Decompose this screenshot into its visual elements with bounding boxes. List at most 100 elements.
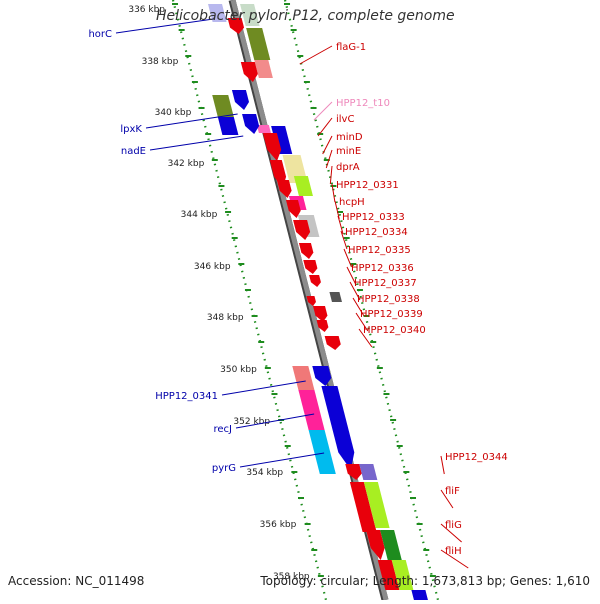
low-feature-3 — [363, 482, 390, 528]
low-feature-3-shape — [363, 482, 390, 528]
low-feature-6-shape — [377, 560, 400, 590]
right-feature-16-shape — [298, 243, 314, 259]
low-feature-1 — [359, 464, 378, 480]
left-feature-6 — [298, 390, 325, 430]
accession-text: Accession: NC_011498 — [8, 574, 145, 588]
right-feature-4 — [240, 62, 258, 82]
right-feature-23-shape — [324, 336, 341, 350]
page-title: Helicobacter pylori P12, complete genome — [156, 8, 455, 24]
gene-label: HPP12_t10 — [336, 98, 390, 109]
gene-leader-line — [355, 312, 369, 332]
gene-leader-line — [221, 380, 306, 396]
gene-leader-line — [317, 117, 333, 137]
right-feature-1 — [227, 18, 245, 34]
gene-label: lpxK — [120, 124, 142, 135]
gene-label: HPP12_0334 — [345, 227, 408, 238]
left-feature-5 — [292, 366, 315, 390]
low-feature-5 — [380, 530, 402, 560]
right-feature-0 — [240, 4, 260, 26]
gene-label: HPP12_0341 — [155, 391, 218, 402]
gene-label: fliH — [445, 546, 462, 557]
scale-label: 358 kbp — [273, 572, 310, 582]
gene-label: HPP12_0339 — [360, 309, 423, 320]
right-feature-12 — [276, 180, 292, 198]
low-feature-4-shape — [366, 530, 385, 560]
left-feature-6-shape — [298, 390, 325, 430]
left-feature-9 — [321, 386, 348, 426]
scale-label: 352 kbp — [233, 417, 270, 427]
right-feature-10 — [293, 176, 313, 196]
gene-label: flaG-1 — [336, 42, 366, 53]
gene-leader-line — [343, 248, 352, 268]
low-feature-7 — [391, 560, 414, 590]
gene-leader-line — [149, 135, 244, 151]
gene-leader-line — [334, 200, 340, 220]
right-feature-13-shape — [285, 200, 301, 218]
right-feature-10-shape — [293, 176, 313, 196]
right-feature-20-shape — [306, 296, 316, 306]
right-feature-3-shape — [254, 60, 273, 78]
right-feature-2 — [246, 28, 271, 60]
gene-label: fliG — [445, 520, 462, 531]
low-feature-7-shape — [391, 560, 414, 590]
gene-leader-line — [239, 452, 325, 468]
right-feature-19 — [329, 292, 342, 302]
right-feature-15 — [293, 220, 311, 240]
right-feature-3 — [254, 60, 273, 78]
genome-summary-text: Topology: circular; Length: 1,673,813 bp… — [260, 574, 590, 588]
low-feature-0-shape — [345, 464, 362, 480]
left-feature-7-shape — [308, 430, 336, 474]
right-feature-2-shape — [246, 28, 271, 60]
right-feature-21 — [312, 306, 328, 322]
low-feature-5-shape — [380, 530, 402, 560]
left-feature-8-shape — [312, 366, 332, 386]
left-feature-0 — [208, 4, 227, 22]
gene-label: HPP12_0337 — [354, 278, 417, 289]
gene-label: pyrG — [212, 463, 236, 474]
gene-label: HPP12_0344 — [445, 452, 508, 463]
gene-label: minD — [336, 132, 363, 143]
right-feature-19-shape — [329, 292, 342, 302]
right-feature-7 — [262, 133, 282, 161]
gene-label: horC — [88, 29, 112, 40]
low-feature-6 — [377, 560, 400, 590]
low-feature-2 — [349, 482, 377, 532]
gene-label: HPP12_0331 — [336, 180, 399, 191]
right-feature-21-shape — [312, 306, 328, 322]
right-feature-20 — [306, 296, 316, 306]
low-feature-1-shape — [359, 464, 378, 480]
low-feature-0 — [345, 464, 362, 480]
gene-leader-line — [325, 149, 333, 169]
gene-label: HPP12_0336 — [351, 263, 414, 274]
right-feature-0-shape — [240, 4, 260, 26]
left-feature-2-shape — [217, 117, 239, 135]
scale-label: 344 kbp — [181, 210, 218, 220]
gene-label: HPP12_0340 — [363, 325, 426, 336]
left-feature-0-shape — [208, 4, 227, 22]
scale-label: 340 kbp — [155, 108, 192, 118]
left-feature-4-shape — [242, 114, 260, 134]
scale-label: 346 kbp — [194, 262, 231, 272]
gene-leader-line — [440, 489, 454, 509]
scale-label: 336 kbp — [128, 5, 165, 15]
scale-label: 348 kbp — [207, 313, 244, 323]
gene-leader-line — [235, 413, 315, 429]
gene-label: dprA — [336, 162, 360, 173]
low-feature-8 — [411, 590, 428, 600]
right-feature-17-shape — [303, 260, 318, 274]
left-feature-8 — [312, 366, 332, 386]
scale-label: 354 kbp — [246, 468, 283, 478]
right-feature-18-shape — [309, 275, 321, 287]
gene-leader-line — [299, 45, 333, 65]
gene-leader-line — [346, 266, 357, 286]
gene-label: HPP12_0333 — [342, 212, 405, 223]
scale-track-left — [171, 0, 328, 601]
gene-leader-line — [358, 328, 373, 348]
right-feature-7-shape — [262, 133, 282, 161]
gene-leader-line — [340, 230, 348, 250]
right-feature-12-shape — [276, 180, 292, 198]
right-feature-18 — [309, 275, 321, 287]
right-feature-5-shape — [256, 125, 271, 133]
